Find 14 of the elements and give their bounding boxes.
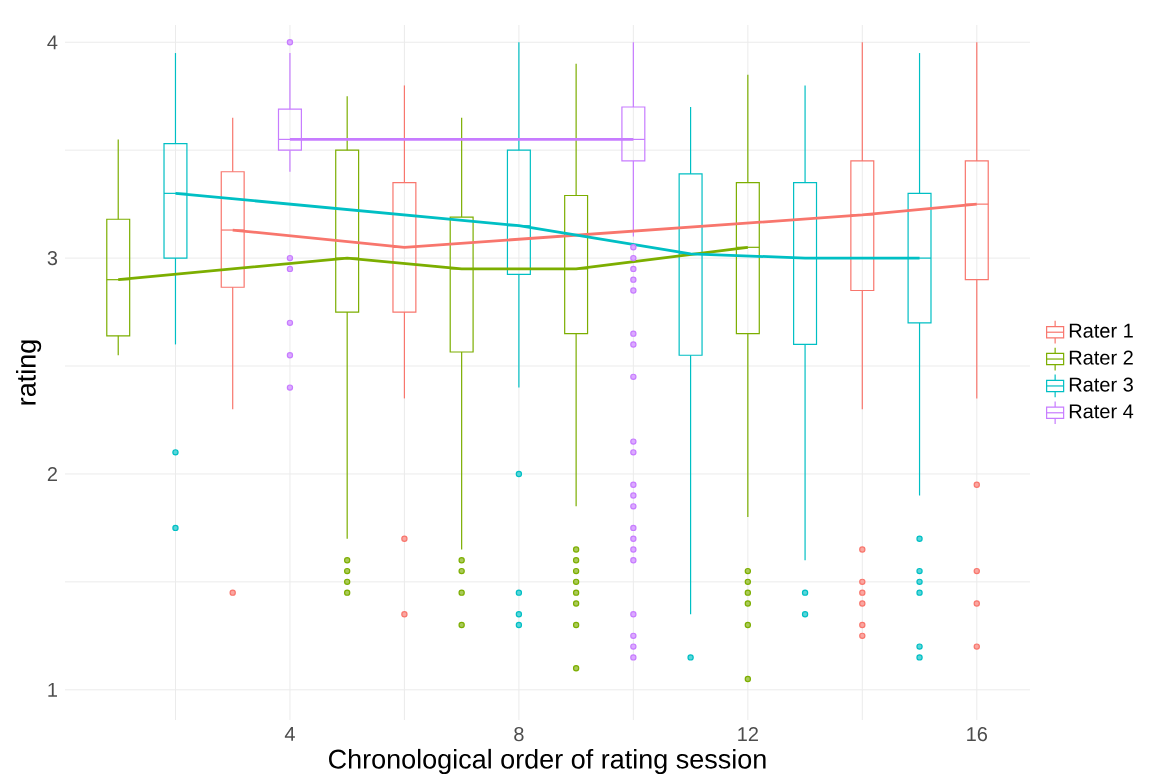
legend-label: Rater 3: [1069, 377, 1133, 392]
y-tick-label: 3: [47, 251, 58, 266]
x-tick-label: 16: [967, 727, 988, 742]
x-tick-label: 12: [738, 727, 758, 741]
legend-label: Rater 1: [1069, 323, 1133, 338]
legend-label: Rater 2: [1069, 350, 1133, 365]
x-tick-label: 4: [284, 727, 295, 741]
y-axis-title: rating: [15, 340, 42, 405]
y-tick-label: 4: [47, 35, 58, 50]
y-tick-label: 1: [48, 682, 57, 697]
legend-label: Rater 4: [1069, 404, 1134, 419]
y-tick-label: 2: [47, 466, 57, 481]
x-axis-title: Chronological order of rating session: [329, 748, 766, 775]
x-tick-label: 8: [514, 727, 524, 742]
